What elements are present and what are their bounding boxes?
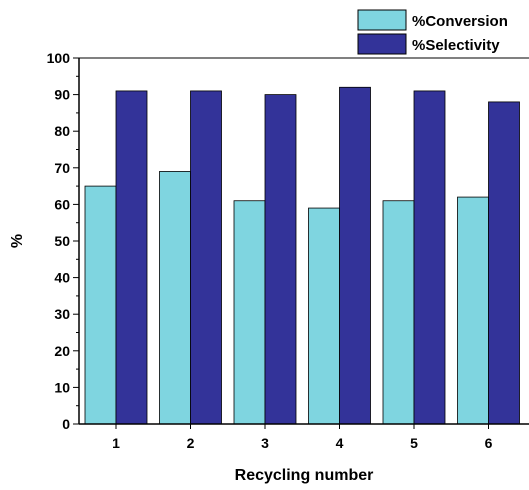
- bar-selectivity-3: [264, 94, 297, 425]
- legend: %Conversion %Selectivity: [357, 9, 508, 55]
- legend-label-conversion: %Conversion: [412, 13, 508, 30]
- bar-conversion-3: [233, 200, 266, 425]
- x-tick-label-5: 5: [410, 435, 418, 451]
- bar-conversion-1: [84, 185, 117, 425]
- bar-selectivity-5: [413, 90, 446, 425]
- x-tick-label-3: 3: [261, 435, 269, 451]
- y-tick-label-90: 90: [54, 87, 70, 103]
- bar-conversion-4: [308, 207, 340, 425]
- y-tick-label-100: 100: [47, 50, 71, 66]
- legend-label-selectivity: %Selectivity: [412, 37, 500, 54]
- y-axis-title: %: [9, 234, 26, 248]
- x-tick-label-6: 6: [485, 435, 493, 451]
- y-tick-label-40: 40: [54, 270, 70, 286]
- x-tick-label-1: 1: [112, 435, 120, 451]
- bar-conversion-5: [382, 200, 415, 425]
- y-tick-label-30: 30: [54, 306, 70, 322]
- x-tick-label-4: 4: [336, 435, 344, 451]
- bar-selectivity-4: [339, 86, 371, 425]
- bar-conversion-6: [457, 196, 489, 425]
- x-tick-label-2: 2: [187, 435, 195, 451]
- y-tick-label-70: 70: [54, 160, 70, 176]
- x-axis-title: Recycling number: [235, 467, 374, 484]
- bar-selectivity-6: [488, 101, 520, 425]
- bar-selectivity-2: [190, 90, 222, 425]
- bar-conversion-2: [159, 171, 191, 425]
- legend-swatch-conversion: [357, 9, 407, 31]
- y-axis-ticks: 0 10 20 30 40 50 60 70 80 90 100: [47, 50, 79, 432]
- y-tick-label-10: 10: [54, 379, 70, 395]
- y-tick-label-50: 50: [54, 233, 70, 249]
- y-tick-label-20: 20: [54, 343, 70, 359]
- x-axis-ticks: 1 2 3 4 5 6: [112, 424, 493, 451]
- bars: [84, 86, 520, 425]
- bar-selectivity-1: [115, 90, 148, 425]
- y-tick-label-80: 80: [54, 123, 70, 139]
- legend-swatch-selectivity: [357, 33, 407, 55]
- y-tick-label-60: 60: [54, 196, 70, 212]
- y-tick-label-0: 0: [62, 416, 70, 432]
